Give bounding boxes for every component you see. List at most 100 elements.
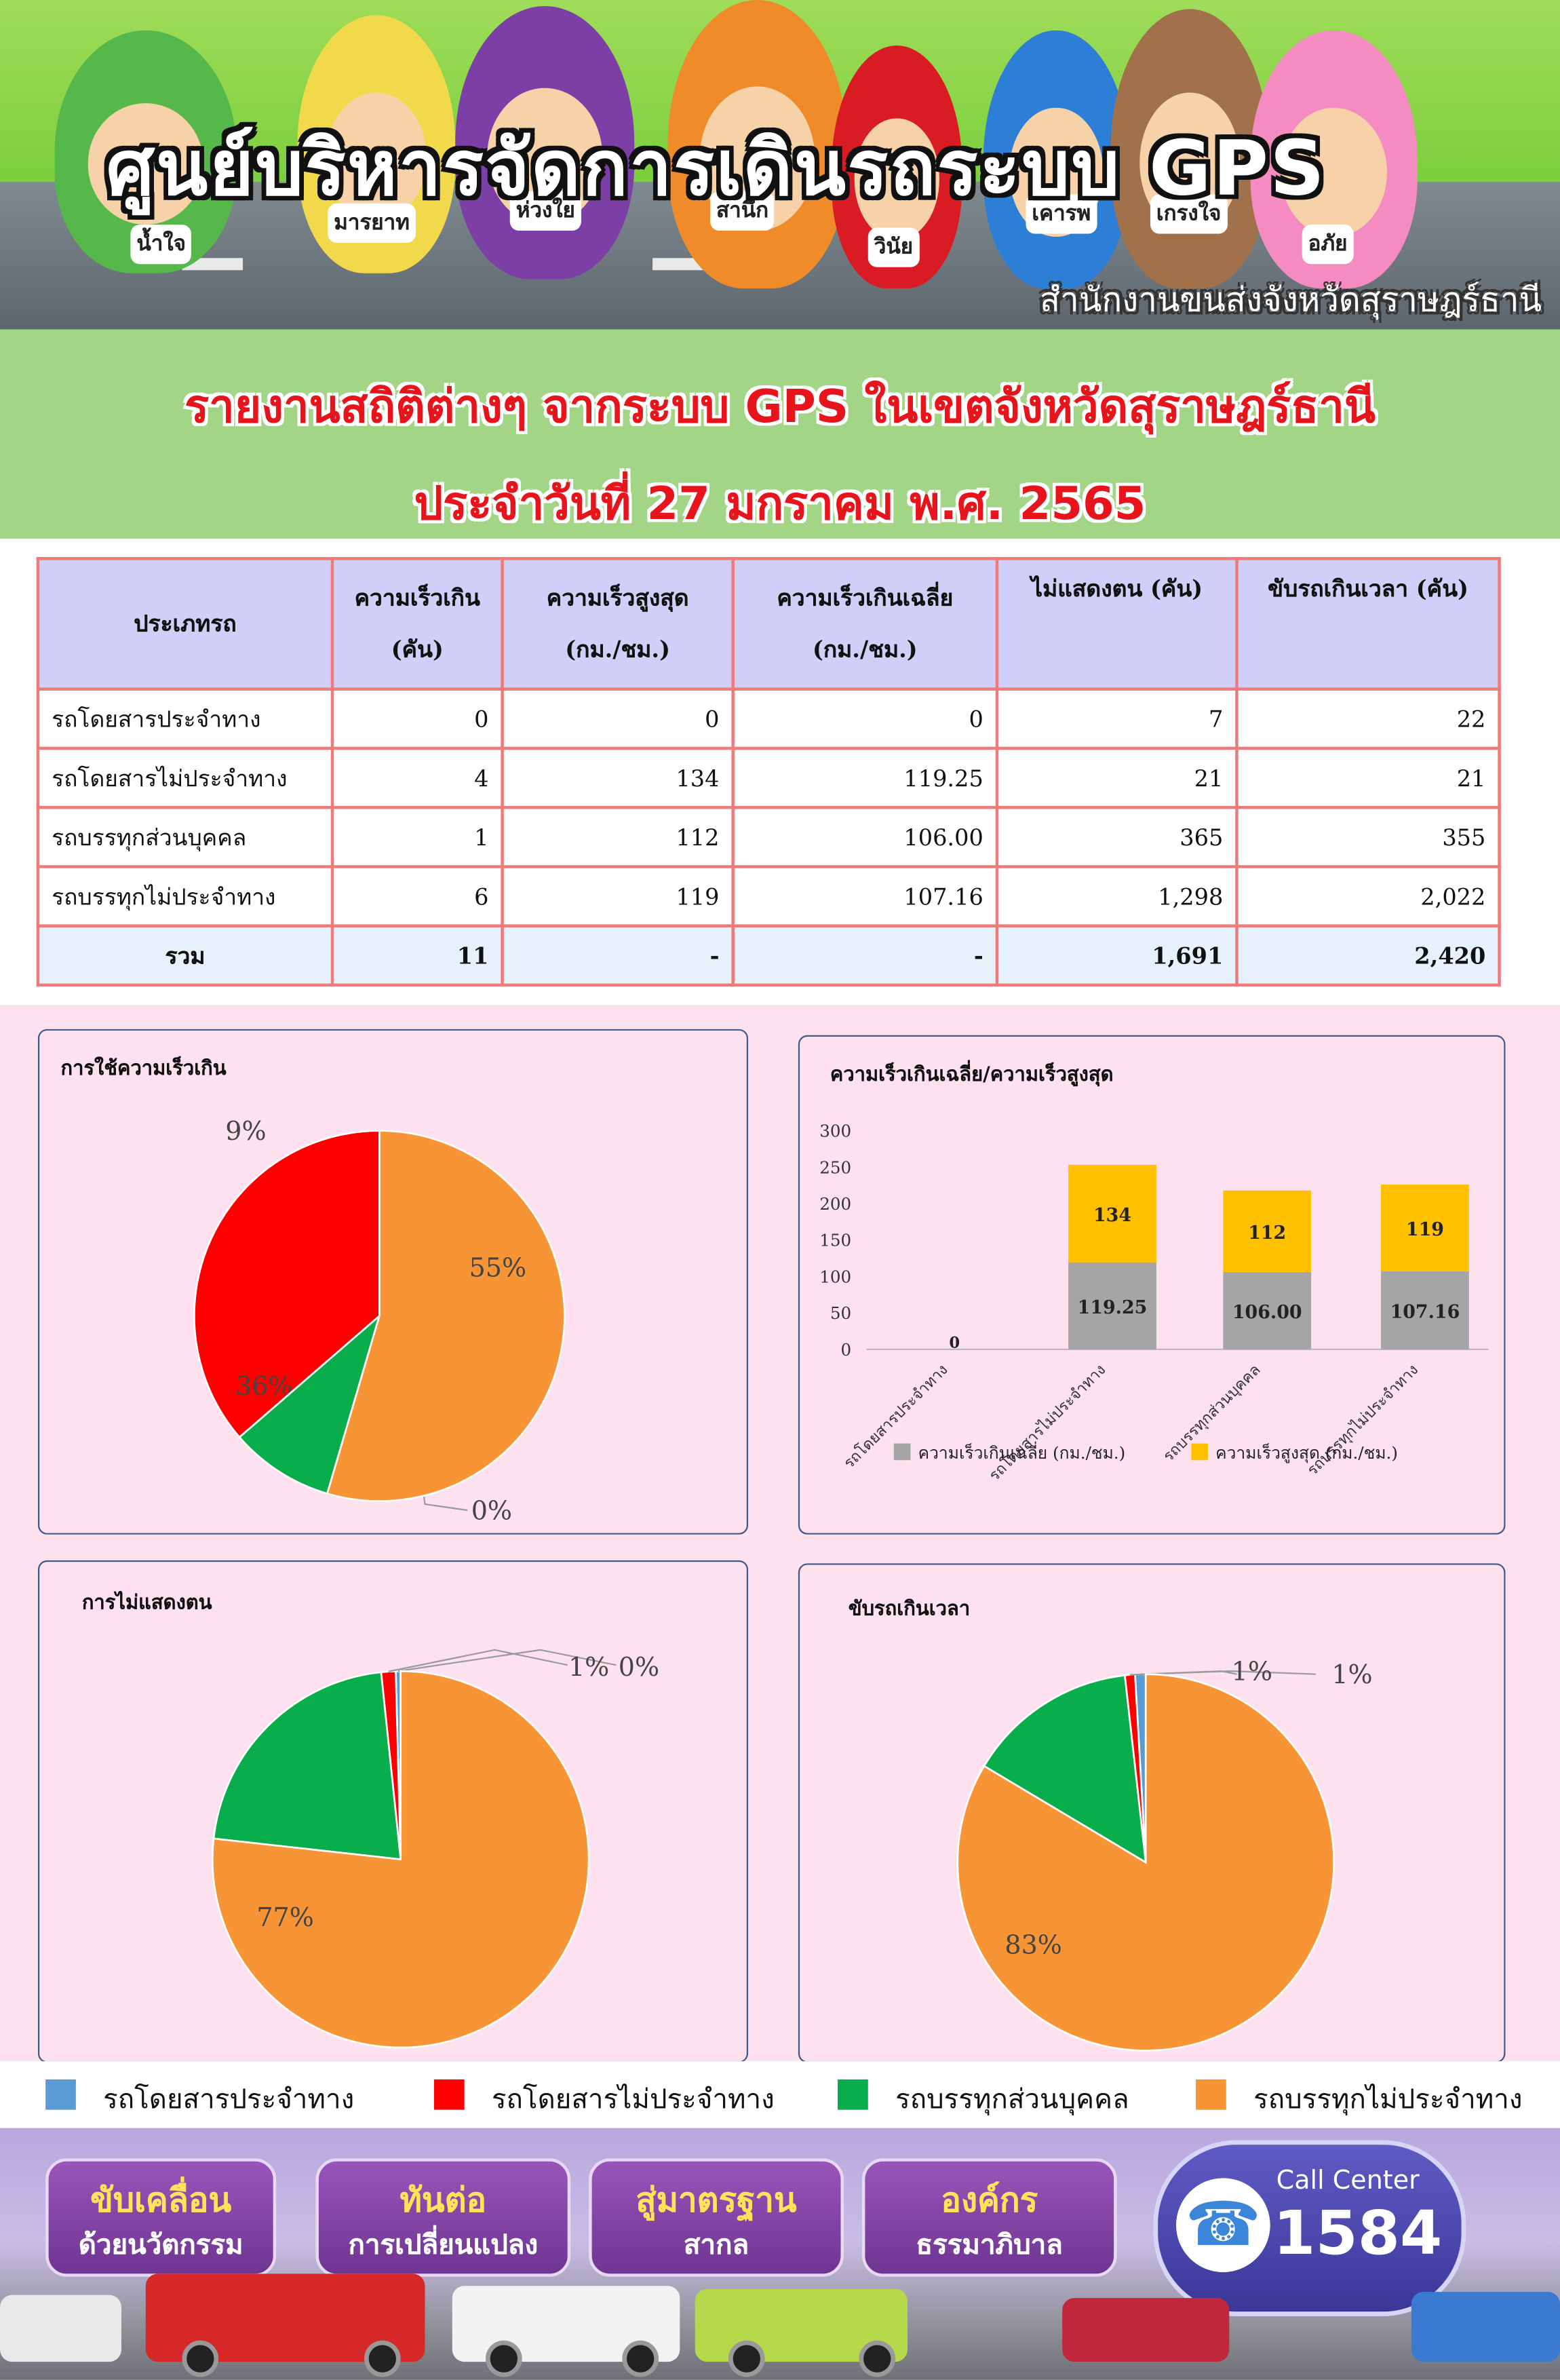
bar-segment <box>1223 1272 1312 1349</box>
col-header-speeding: ความเร็วเกิน (คัน) <box>330 557 504 691</box>
slogan-governance: องค์กร ธรรมาภิบาล <box>861 2158 1117 2277</box>
y-tick-label: 150 <box>819 1231 851 1250</box>
no-id-pie-panel: การไม่แสดงตน 0%1%22%77% <box>37 1560 749 2063</box>
cell-overtime: 22 <box>1235 687 1501 750</box>
mascot-badge: เกรงใจ <box>1150 194 1228 234</box>
table-row: รถโดยสารประจำทาง 0 0 0 7 22 <box>36 687 1501 750</box>
col-header-unit: (คัน) <box>391 636 444 664</box>
tuk-tuk-icon <box>1411 2292 1560 2362</box>
wheel-icon <box>485 2340 522 2377</box>
slogan-change: ทันต่อ การเปลี่ยนแปลง <box>315 2158 571 2277</box>
mascot-badge: ห่วงใย <box>509 191 581 231</box>
pie-data-label: 1% <box>1232 1657 1272 1687</box>
charts-section: การใช้ความเร็วเกิน 0% 36% 9% 55% ความเร็วเก… <box>0 1005 1560 2063</box>
bar-segment <box>1068 1262 1156 1349</box>
cell-avg-speed: - <box>731 924 999 987</box>
bar-data-label: 0 <box>950 1335 960 1352</box>
cell-speeding: 1 <box>330 805 504 868</box>
cell-max-speed: 119 <box>501 865 735 927</box>
wheel-icon <box>182 2340 219 2377</box>
col-header-text: ความเร็วสูงสุด <box>546 584 689 612</box>
header-banner: น้ำใจ มารยาท ห่วงใย สานึก วินัย เคารพ เก… <box>0 0 1560 330</box>
bar-data-label: 119.25 <box>1078 1297 1148 1318</box>
pie-leader-line <box>397 1649 617 1672</box>
cell-avg-speed: 119.25 <box>731 746 999 809</box>
legend-label: รถบรรทุกส่วนบุคคล <box>895 2084 1129 2116</box>
chart-title: ขับรถเกินเวลา <box>848 1598 971 1621</box>
cell-avg-speed: 107.16 <box>731 865 999 927</box>
cell-speeding: 6 <box>330 865 504 927</box>
mascot-badge: เคารพ <box>1026 194 1097 234</box>
pie-data-label: 0% <box>471 1495 512 1525</box>
pie-data-label: 36% <box>235 1371 293 1401</box>
mascot-6 <box>983 30 1129 289</box>
pie-data-label: 55% <box>469 1252 527 1282</box>
legend-label: รถโดยสารไม่ประจำทาง <box>491 2084 775 2116</box>
cell-speeding: 4 <box>330 746 504 809</box>
bar-legend-label: ความเร็วสูงสุด (กม./ชม.) <box>1215 1442 1398 1463</box>
slogan-line2: สากล <box>683 2229 749 2262</box>
phone-icon: ☎ <box>1175 2178 1270 2273</box>
stats-table: ประเภทรถ ความเร็วเกิน (คัน) ความเร็วสูงสุ… <box>36 557 1501 987</box>
bar-segment <box>1381 1271 1469 1349</box>
slogan-line1: ทันต่อ <box>399 2183 487 2221</box>
y-tick-label: 250 <box>819 1157 851 1177</box>
cell-type: รถโดยสารไม่ประจำทาง <box>36 746 334 809</box>
cell-speeding: 0 <box>330 687 504 750</box>
speed-bar-panel: ความเร็วเกินเฉลี่ย/ความเร็วสูงสุด 0 50 100… <box>798 1035 1506 1535</box>
bar-data-label: 134 <box>1093 1205 1131 1226</box>
x-tick-label: รถโดยสารไม่ประจำทาง <box>986 1361 1109 1484</box>
wheel-icon <box>859 2340 896 2377</box>
footer-banner: ขับเคลื่อน ด้วยนวัตกรรม ทันต่อ การเปลี่ย… <box>0 2128 1560 2380</box>
report-title: รายงานสถิติต่างๆ จากระบบ GPS ในเขตจังหวั… <box>184 381 1376 434</box>
cell-overtime: 21 <box>1235 746 1501 809</box>
cell-type: รถบรรทุกไม่ประจำทาง <box>36 865 334 927</box>
pie-data-label: 1% <box>568 1652 609 1682</box>
legend-swatch <box>838 2079 868 2110</box>
slogan-line1: สู่มาตรฐาน <box>636 2183 797 2221</box>
call-center-label: Call Center <box>1276 2166 1420 2197</box>
bar-segment <box>1223 1190 1312 1273</box>
vehicle-legend: รถโดยสารประจำทาง รถโดยสารไม่ประจำทาง รถบ… <box>0 2061 1560 2128</box>
col-header-text: ความเร็วเกิน <box>354 584 480 612</box>
chart-title: การไม่แสดงตน <box>81 1592 212 1615</box>
overtime-pie-panel: ขับรถเกินเวลา 1%1%15%83% <box>798 1563 1506 2063</box>
slogan-line1: ขับเคลื่อน <box>90 2183 232 2221</box>
cell-max-speed: - <box>501 924 735 987</box>
pie-leader-line <box>1129 1670 1237 1676</box>
y-tick-label: 100 <box>819 1267 851 1286</box>
table-header-row: ประเภทรถ ความเร็วเกิน (คัน) ความเร็วสูงสุ… <box>36 557 1501 691</box>
cell-overtime: 2,420 <box>1235 924 1501 987</box>
mascot-7 <box>1110 9 1269 289</box>
slogan-line2: ธรรมาภิบาล <box>916 2229 1063 2262</box>
bar-legend-label: ความเร็วเกินเฉลี่ย (กม./ชม.) <box>918 1441 1126 1463</box>
cell-no-id: 7 <box>995 687 1239 750</box>
stats-table-section: ประเภทรถ ความเร็วเกิน (คัน) ความเร็วสูงสุ… <box>0 539 1560 1005</box>
mascot-badge: วินัย <box>867 227 920 267</box>
call-center-number: 1584 <box>1273 2199 1443 2269</box>
mascot-badge: สานึก <box>710 191 775 231</box>
road-lane-mark <box>182 258 243 271</box>
cell-type: รถโดยสารประจำทาง <box>36 687 334 750</box>
bar-data-label: 107.16 <box>1390 1302 1460 1323</box>
cell-no-id: 1,298 <box>995 865 1239 927</box>
cell-total-label: รวม <box>36 924 334 987</box>
cell-avg-speed: 0 <box>731 687 999 750</box>
report-date: ประจำวันที่ 27 มกราคม พ.ศ. 2565 <box>414 478 1146 532</box>
col-header-overtime: ขับรถเกินเวลา (คัน) <box>1235 557 1501 691</box>
wheel-icon <box>622 2340 659 2377</box>
bar-data-label: 119 <box>1406 1219 1444 1240</box>
bar-data-label: 106.00 <box>1232 1302 1302 1323</box>
mascot-5 <box>832 45 962 289</box>
wheel-icon <box>728 2340 765 2377</box>
mascot-badge: น้ำใจ <box>130 225 192 265</box>
pie-slice <box>326 1130 566 1502</box>
pie-data-label: 9% <box>225 1116 266 1146</box>
pie-data-label: 0% <box>619 1652 659 1682</box>
legend-swatch <box>433 2079 465 2110</box>
overtime-pie-chart: 1%1%15%83% <box>956 1657 1373 2052</box>
col-header-no-id: ไม่แสดงตน (คัน) <box>995 557 1239 691</box>
col-header-max-speed: ความเร็วสูงสุด (กม./ชม.) <box>501 557 735 691</box>
table-row: รถโดยสารไม่ประจำทาง 4 134 119.25 21 21 <box>36 746 1501 809</box>
